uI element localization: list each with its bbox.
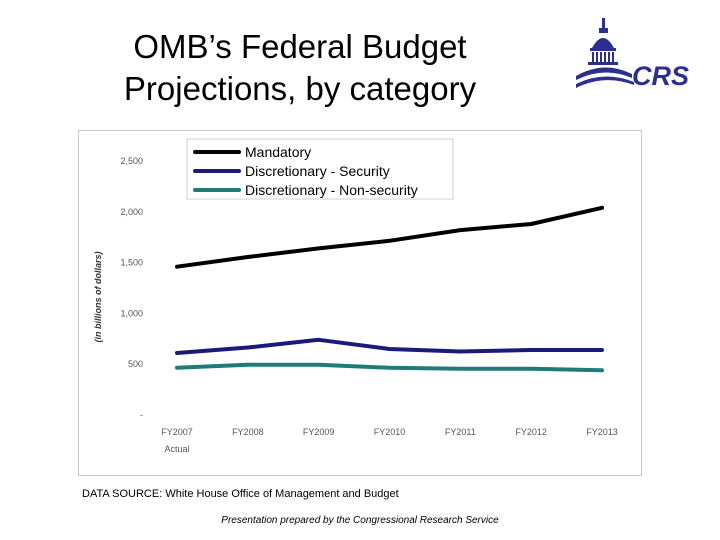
x-tick-label: FY2010 — [374, 427, 406, 437]
series-line-2 — [175, 337, 604, 355]
x-tick-label: FY2008 — [232, 427, 264, 437]
legend-label: Discretionary - Security — [245, 163, 390, 179]
x-tick-label: FY2012 — [515, 427, 547, 437]
logo-text: CRS — [632, 61, 689, 91]
slide-title: OMB’s Federal Budget Projections, by cat… — [60, 26, 540, 110]
chart-legend: Mandatory Discretionary - Security Discret… — [186, 138, 454, 200]
y-tick-label: 1,500 — [120, 258, 143, 268]
slide-title-line-1: OMB’s Federal Budget — [133, 28, 467, 65]
presentation-credit: Presentation prepared by the Congression… — [221, 515, 499, 526]
y-axis-label: (in billions of dollars) — [93, 251, 103, 342]
y-tick-label: - — [140, 410, 143, 420]
x-tick-label: FY2009 — [303, 427, 335, 437]
x-tick-label: FY2007 — [161, 427, 193, 437]
chart-panel: Mandatory Discretionary - Security Discret… — [78, 130, 642, 476]
slide-title-line-2: Projections, by category — [123, 70, 477, 107]
line-chart: Mandatory Discretionary - Security Discret… — [93, 138, 618, 454]
y-tick-label: 500 — [128, 359, 143, 369]
data-source-note: DATA SOURCE: White House Office of Manag… — [82, 488, 399, 500]
series-layer — [175, 205, 604, 373]
crs-logo: CRS — [576, 18, 689, 91]
y-tick-label: 1,000 — [120, 308, 143, 318]
legend-label: Mandatory — [245, 144, 311, 160]
x-axis: FY2007 FY2008 FY2009 FY2010 FY2011 FY2012 FY20… — [161, 427, 618, 454]
y-tick-label: 2,000 — [120, 207, 143, 217]
x-axis-sublabel: Actual — [164, 444, 189, 454]
x-tick-label: FY2011 — [445, 427, 476, 437]
x-tick-label: FY2013 — [586, 427, 618, 437]
series-line-3 — [175, 362, 604, 373]
legend-label: Discretionary - Non-security — [245, 182, 418, 198]
y-axis: - 500 1,000 1,500 2,000 2,500 (in billions of … — [93, 156, 143, 420]
y-tick-label: 2,500 — [120, 156, 143, 166]
series-line-1 — [175, 205, 604, 269]
capitol-dome-icon — [576, 18, 634, 88]
